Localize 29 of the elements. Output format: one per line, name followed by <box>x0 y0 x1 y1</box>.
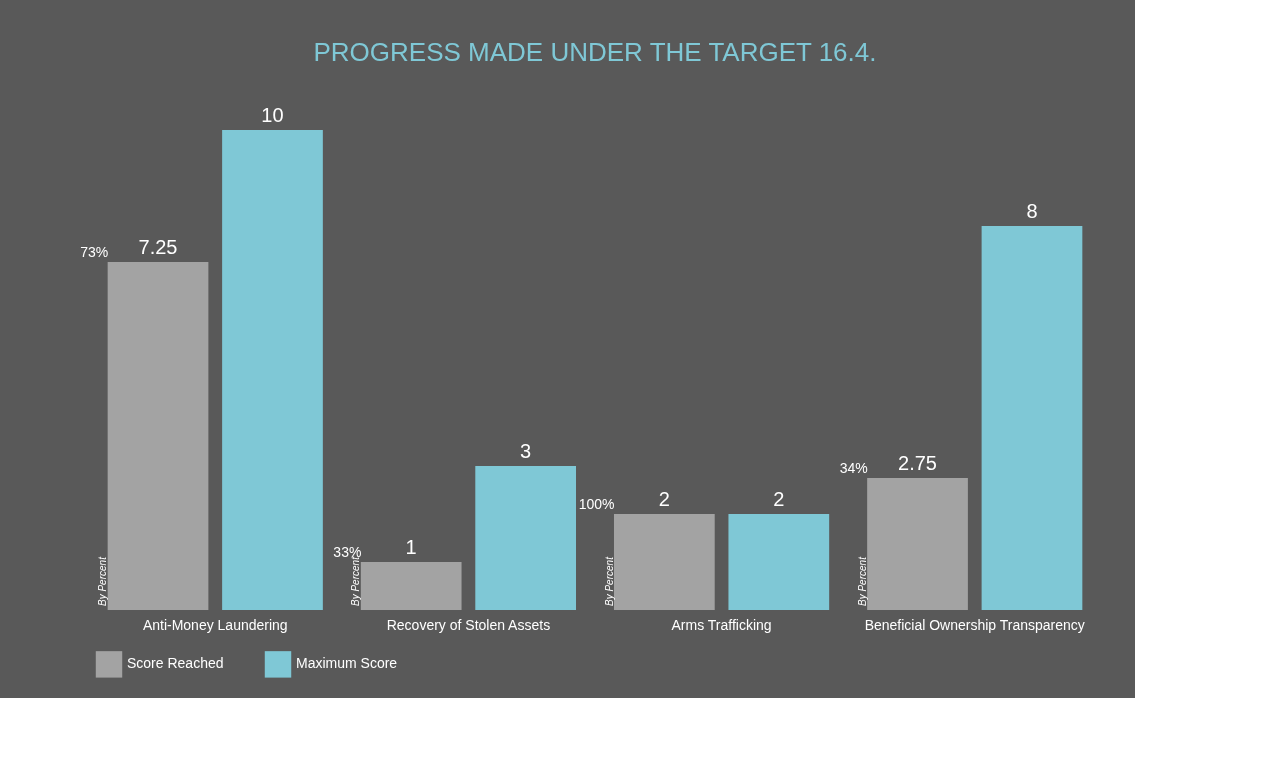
bar <box>867 478 968 610</box>
data-label: 10 <box>261 104 284 126</box>
x-tick-label: Recovery of Stolen Assets <box>386 616 551 633</box>
data-label: 2 <box>773 488 785 510</box>
data-label: 3 <box>520 440 532 462</box>
bar <box>107 262 209 610</box>
bar <box>222 130 323 610</box>
x-tick-label: Beneficial Ownership Transparency <box>864 616 1085 633</box>
annotation: By Percent <box>856 555 868 606</box>
x-tick-label: Anti-Money Laundering <box>142 616 288 633</box>
data-label: 1 <box>405 536 417 558</box>
data-label: 2.75 <box>898 452 937 474</box>
legend-label: Maximum Score <box>296 655 398 672</box>
bar <box>360 562 462 610</box>
x-tick-label: Arms Trafficking <box>671 616 772 633</box>
bar <box>981 226 1083 610</box>
annotation: 73% <box>80 244 109 260</box>
bar <box>475 466 577 610</box>
bar <box>728 514 830 610</box>
data-label: 7.25 <box>138 236 178 258</box>
bar <box>613 514 715 610</box>
legend-label: Score Reached <box>127 655 224 672</box>
chart-title: PROGRESS MADE UNDER THE TARGET 16.4. <box>313 37 877 67</box>
data-label: 2 <box>658 488 670 510</box>
annotation: 100% <box>578 496 615 512</box>
annotation: 34% <box>839 460 868 476</box>
annotation: By Percent <box>603 555 615 606</box>
annotation: By Percent <box>97 555 109 606</box>
data-label: 8 <box>1026 200 1038 222</box>
